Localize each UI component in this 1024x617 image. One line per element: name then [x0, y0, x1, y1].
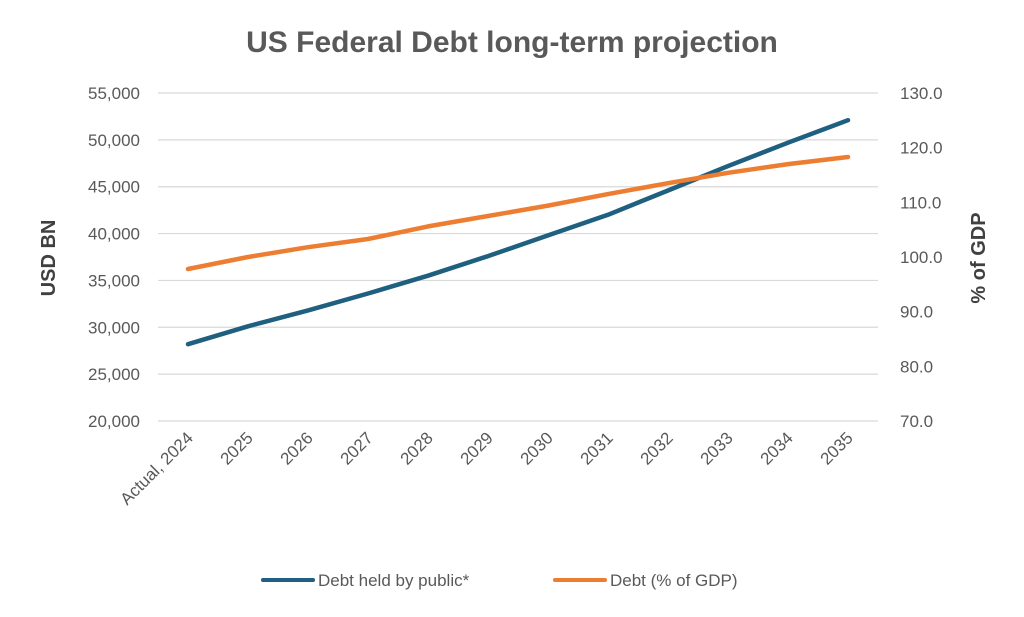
right-tick-label: 110.0 — [900, 193, 941, 212]
left-axis-ticks: 20,000 25,000 30,000 35,000 40,000 45,000 50,0… — [88, 84, 140, 431]
left-tick-label: 30,000 — [88, 318, 140, 337]
left-tick-label: 55,000 — [88, 84, 140, 103]
right-axis-ticks: 70.0 80.0 90.0 100.0 110.0 120.0 130.0 — [900, 84, 943, 431]
x-tick-label: 2032 — [637, 428, 677, 468]
right-tick-label: 130.0 — [900, 84, 943, 103]
right-tick-label: 70.0 — [900, 412, 933, 431]
left-axis-title: USD BN — [38, 220, 60, 297]
legend: Debt held by public* Debt (% of GDP) — [261, 571, 738, 590]
left-tick-label: 25,000 — [88, 365, 140, 384]
left-tick-label: 40,000 — [88, 225, 140, 244]
x-tick-label: 2028 — [397, 428, 437, 468]
right-tick-label: 100.0 — [900, 248, 943, 267]
gridlines — [158, 92, 878, 422]
left-tick-label: 20,000 — [88, 412, 140, 431]
right-tick-label: 80.0 — [900, 357, 933, 376]
x-tick-label: 2027 — [337, 428, 377, 468]
left-tick-label: 35,000 — [88, 271, 140, 290]
left-tick-label: 45,000 — [88, 178, 140, 197]
series-lines — [185, 117, 851, 347]
legend-label-debt-held: Debt held by public* — [318, 571, 470, 590]
x-tick-label: Actual, 2024 — [117, 428, 197, 508]
legend-label-debt-gdp: Debt (% of GDP) — [610, 571, 738, 590]
x-tick-label: 2025 — [217, 428, 257, 468]
x-tick-label: 2034 — [757, 428, 797, 468]
x-tick-label: 2030 — [517, 428, 557, 468]
left-tick-label: 50,000 — [88, 131, 140, 150]
series-line-1 — [185, 154, 851, 272]
series-line-0 — [185, 117, 851, 347]
x-tick-label: 2035 — [817, 428, 857, 468]
right-axis-title: % of GDP — [968, 212, 990, 303]
x-tick-label: 2029 — [457, 428, 497, 468]
right-tick-label: 90.0 — [900, 303, 933, 322]
x-tick-label: 2026 — [277, 428, 317, 468]
chart-title: US Federal Debt long-term projection — [246, 26, 778, 59]
x-tick-label: 2033 — [697, 428, 737, 468]
x-tick-label: 2031 — [577, 428, 617, 468]
x-axis-ticks: Actual, 2024 2025 2026 2027 2028 2029 2030 2031… — [117, 428, 857, 508]
right-tick-label: 120.0 — [900, 139, 943, 158]
